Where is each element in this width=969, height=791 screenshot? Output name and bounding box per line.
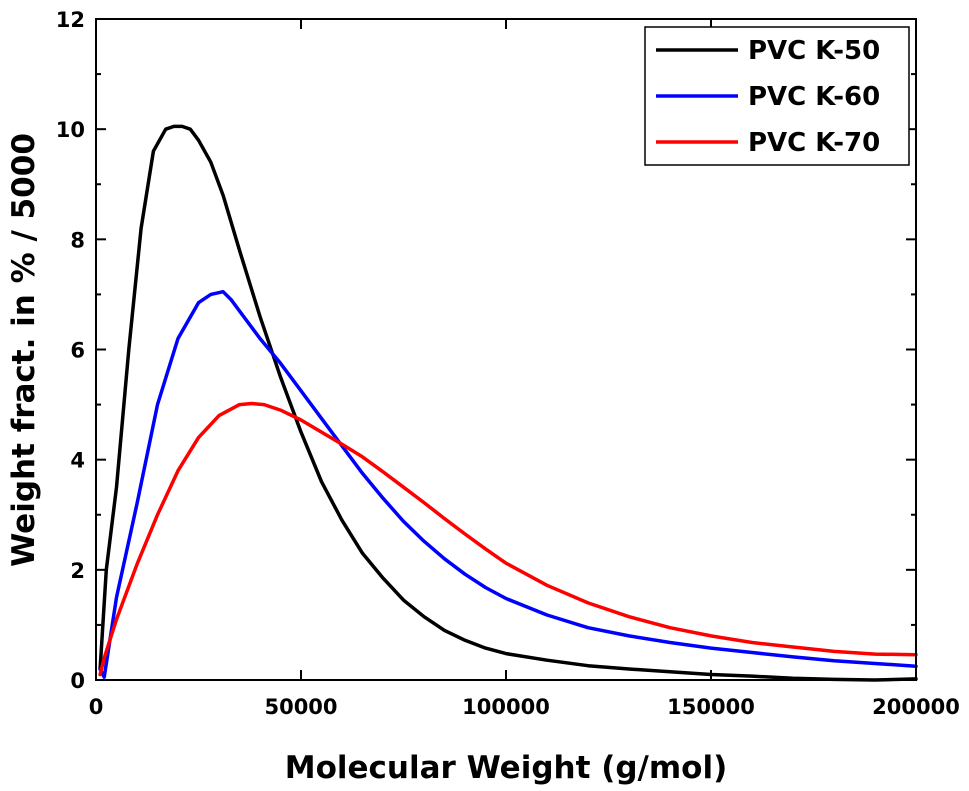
series-layer xyxy=(98,124,918,682)
y-tick-label-3: 6 xyxy=(70,339,85,363)
legend: PVC K-50 PVC K-60 PVC K-70 xyxy=(644,26,910,166)
series-line-1 xyxy=(98,124,918,682)
x-tick-label-4: 200000 xyxy=(872,695,960,719)
y-tick-label-4: 8 xyxy=(70,228,85,252)
x-tick-label-0: 0 xyxy=(89,695,104,719)
ticks-layer xyxy=(95,18,917,681)
series-line-2 xyxy=(98,289,918,679)
legend-label-1: PVC K-50 xyxy=(748,36,880,66)
y-tick-label-5: 10 xyxy=(56,118,85,142)
legend-label-3: PVC K-70 xyxy=(748,128,880,158)
series-line-3 xyxy=(98,401,918,677)
y-tick-label-2: 4 xyxy=(70,449,85,473)
x-tick-label-2: 100000 xyxy=(462,695,550,719)
x-axis-title: Molecular Weight (g/mol) xyxy=(285,750,728,786)
tick-labels: 0 50000 100000 150000 200000 0 2 4 6 8 10 12 xyxy=(56,8,960,719)
y-tick-label-0: 0 xyxy=(70,669,85,693)
legend-label-2: PVC K-60 xyxy=(748,82,880,112)
x-tick-label-3: 150000 xyxy=(667,695,755,719)
y-tick-label-1: 2 xyxy=(70,559,85,583)
y-tick-label-6: 12 xyxy=(56,8,85,32)
x-tick-label-1: 50000 xyxy=(264,695,337,719)
y-axis-title: Weight fract. in % / 5000 xyxy=(6,133,42,567)
